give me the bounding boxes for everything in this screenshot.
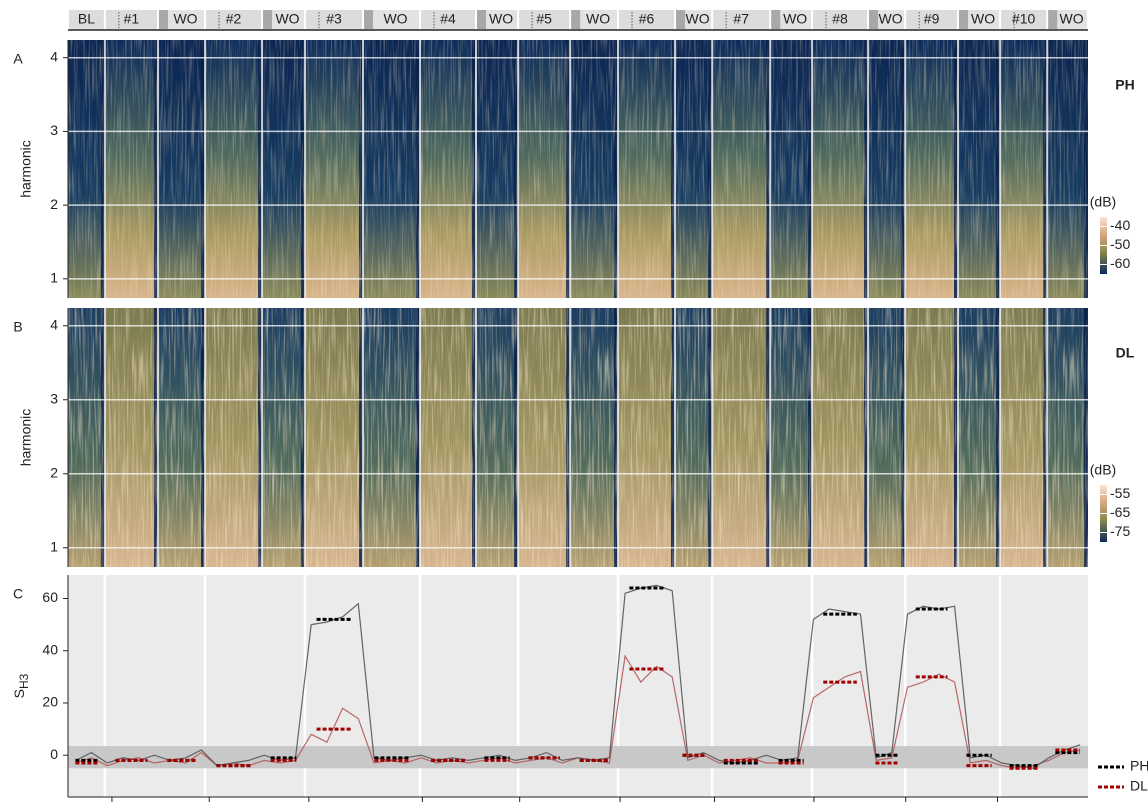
segment-label: WO (1060, 11, 1084, 27)
segment-marker (959, 10, 968, 29)
y-axis-title-main: S (11, 689, 27, 698)
segment-label: #9 (924, 11, 940, 27)
segment-marker (477, 10, 486, 29)
segment-label: #5 (536, 11, 552, 27)
y-tick-label: 4 (50, 48, 58, 64)
segment-label: #2 (226, 11, 242, 27)
side-label: DL (1116, 345, 1135, 361)
segment-label: WO (173, 11, 197, 27)
spectrogram-texture (68, 40, 1088, 298)
y-axis-title: harmonic (18, 140, 34, 198)
segment-marker (1048, 10, 1057, 29)
colorbar-tick-label: -40 (1110, 217, 1130, 233)
segment-marker (676, 10, 685, 29)
segment-label: #3 (326, 11, 342, 27)
y-tick-label: 20 (42, 694, 58, 710)
y-axis-title-sub: H3 (17, 673, 31, 689)
segment-marker (771, 10, 780, 29)
segment-marker (571, 10, 580, 29)
y-axis-title: harmonic (18, 409, 34, 467)
y-axis-title: SH3 (11, 673, 31, 698)
segment-label: WO (275, 11, 299, 27)
side-label: PH (1115, 77, 1134, 93)
segment-label: WO (383, 11, 407, 27)
y-tick-label: 3 (50, 122, 58, 138)
segment-label: WO (971, 11, 995, 27)
panel-letter: C (13, 586, 23, 602)
segment-label: #8 (832, 11, 848, 27)
segment-label: WO (879, 11, 903, 27)
segment-label: #6 (639, 11, 655, 27)
segment-label: #10 (1012, 11, 1036, 27)
segment-label: #4 (440, 11, 456, 27)
segment-marker (263, 10, 272, 29)
colorbar-tick-label: -55 (1110, 485, 1130, 501)
figure: BL #1 WO #2 WO #3 WO #4 WO #5 WO #6 WO #7 WO #8 WO #9 WO #1… (0, 0, 1148, 808)
y-tick-label: 1 (50, 270, 58, 286)
colorbar-title: (dB) (1090, 194, 1116, 210)
legend-label: DL (1130, 778, 1148, 794)
chart-layer: BL #1 WO #2 WO #3 WO #4 WO #5 WO #6 WO #7 WO #8 WO #9 WO #1… (11, 10, 1148, 808)
colorbar-title: (dB) (1090, 462, 1116, 478)
segment-label: #7 (733, 11, 749, 27)
panel-letter: B (13, 319, 22, 335)
spectrogram-texture (68, 308, 1088, 567)
panel-letter: A (13, 51, 23, 67)
y-tick-label: 2 (50, 196, 58, 212)
segment-label: WO (783, 11, 807, 27)
y-tick-label: 40 (42, 641, 58, 657)
y-tick-label: 60 (42, 589, 58, 605)
y-tick-label: 2 (50, 464, 58, 480)
colorbar-tick-label: -50 (1110, 236, 1130, 252)
segment-label: BL (78, 11, 95, 27)
legend-label: PH (1130, 758, 1148, 774)
segment-marker (364, 10, 373, 29)
segment-marker (159, 10, 168, 29)
y-tick-label: 4 (50, 316, 58, 332)
y-tick-label: 1 (50, 538, 58, 554)
segment-marker (869, 10, 878, 29)
segment-label: WO (586, 11, 610, 27)
segment-label: WO (686, 11, 710, 27)
segment-label: #1 (124, 11, 140, 27)
segment-label: WO (489, 11, 513, 27)
colorbar-tick-label: -60 (1110, 255, 1130, 271)
colorbar-tick-label: -65 (1110, 504, 1130, 520)
colorbar-tick-label: -75 (1110, 523, 1130, 539)
y-tick-label: 0 (50, 746, 58, 762)
y-tick-label: 3 (50, 390, 58, 406)
